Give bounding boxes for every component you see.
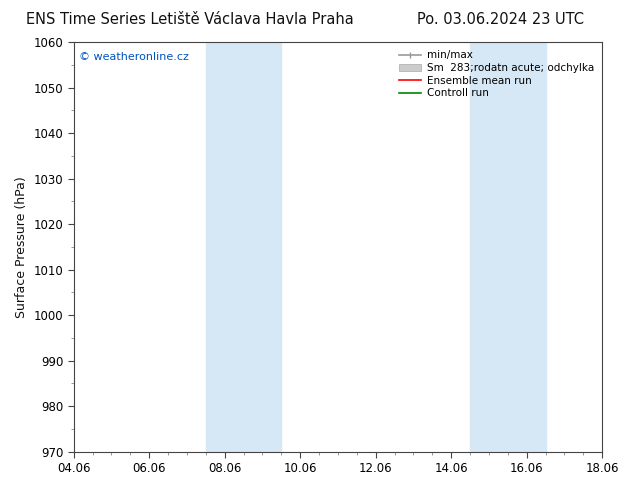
Legend: min/max, Sm  283;rodatn acute; odchylka, Ensemble mean run, Controll run: min/max, Sm 283;rodatn acute; odchylka, … — [396, 47, 597, 101]
Text: Po. 03.06.2024 23 UTC: Po. 03.06.2024 23 UTC — [417, 12, 585, 27]
Bar — [243, 42, 281, 452]
Bar — [206, 42, 243, 452]
Text: ENS Time Series Letiště Václava Havla Praha: ENS Time Series Letiště Václava Havla Pr… — [27, 12, 354, 27]
Bar — [508, 42, 546, 452]
Text: © weatheronline.cz: © weatheronline.cz — [79, 52, 189, 62]
Bar — [470, 42, 508, 452]
Y-axis label: Surface Pressure (hPa): Surface Pressure (hPa) — [15, 176, 28, 318]
